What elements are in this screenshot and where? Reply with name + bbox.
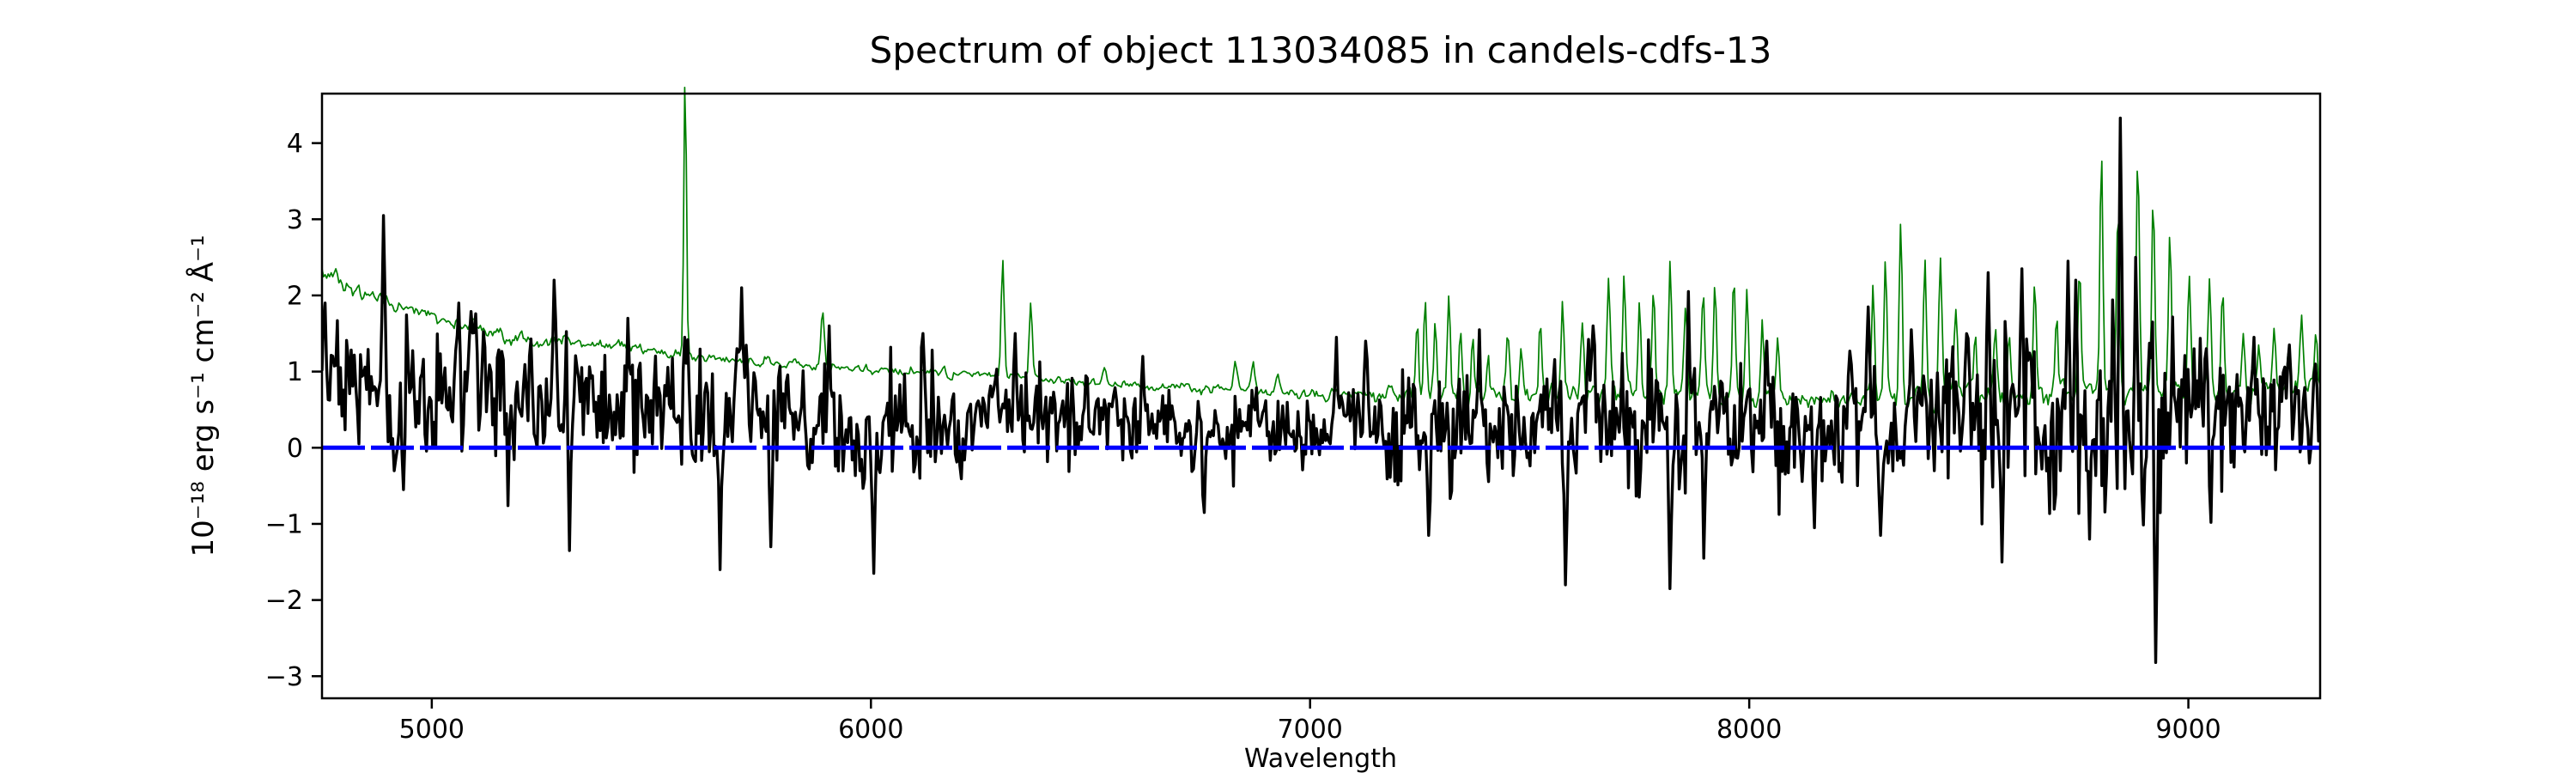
y-axis-label: 10⁻¹⁸ erg s⁻¹ cm⁻² Å⁻¹	[185, 234, 221, 557]
y-tick-label: 0	[287, 434, 303, 464]
y-tick-label: 1	[287, 357, 303, 387]
x-tick-label: 6000	[838, 715, 903, 745]
x-tick-label: 7000	[1278, 715, 1343, 745]
axes-frame	[320, 92, 2322, 700]
y-tick-label: −1	[265, 509, 303, 539]
x-axis-label: Wavelength	[1244, 744, 1397, 773]
y-tick-label: −3	[265, 662, 303, 692]
y-tick-label: −2	[265, 586, 303, 616]
y-tick-label: 2	[287, 281, 303, 311]
flux-spectrum-line	[322, 116, 2320, 664]
chart-title: Spectrum of object 113034085 in candels-…	[870, 29, 1772, 71]
ticks-layer: 5000 6000 7000 8000 9000 −3 −2 −1 0 1 2 3 4	[265, 129, 2221, 745]
x-tick-label: 8000	[1716, 715, 1782, 745]
series-layer	[321, 86, 2321, 664]
y-tick-label: 4	[287, 129, 303, 159]
y-tick-label: 3	[287, 205, 303, 235]
x-tick-label: 5000	[399, 715, 465, 745]
x-tick-label: 9000	[2155, 715, 2221, 745]
